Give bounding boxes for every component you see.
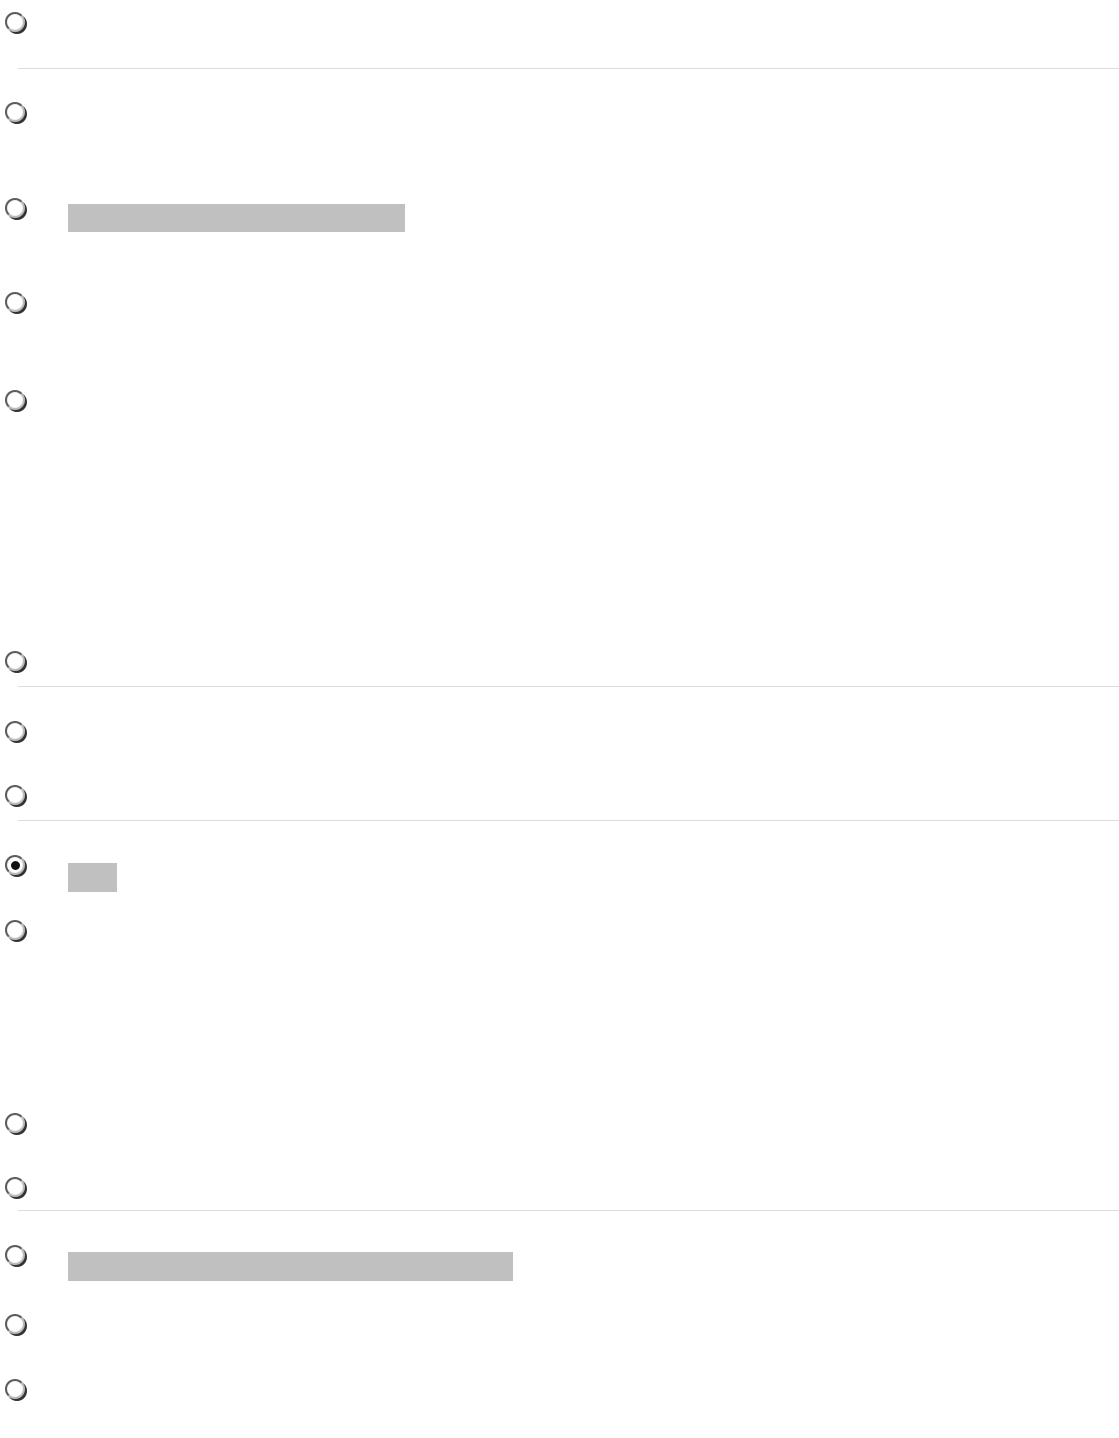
radio-unchecked-icon[interactable]: [5, 1245, 25, 1265]
redacted-text-block: [68, 204, 405, 232]
horizontal-divider: [18, 820, 1119, 821]
radio-unchecked-icon[interactable]: [5, 12, 25, 32]
horizontal-divider: [18, 686, 1119, 687]
radio-unchecked-icon[interactable]: [5, 1314, 25, 1334]
radio-unchecked-icon[interactable]: [5, 651, 25, 671]
radio-unchecked-icon[interactable]: [5, 1177, 25, 1197]
radio-unchecked-icon[interactable]: [5, 102, 25, 122]
radio-unchecked-icon[interactable]: [5, 198, 25, 218]
radio-unchecked-icon[interactable]: [5, 785, 25, 805]
radio-unchecked-icon[interactable]: [5, 390, 25, 410]
radio-unchecked-icon[interactable]: [5, 721, 25, 741]
redacted-text-block: [68, 863, 117, 892]
horizontal-divider: [18, 1210, 1119, 1211]
radio-unchecked-icon[interactable]: [5, 1113, 25, 1133]
radio-unchecked-icon[interactable]: [5, 1379, 25, 1399]
radio-unchecked-icon[interactable]: [5, 292, 25, 312]
radio-checked-icon[interactable]: [5, 855, 25, 875]
horizontal-divider: [18, 68, 1119, 69]
redacted-text-block: [68, 1252, 513, 1281]
radio-unchecked-icon[interactable]: [5, 920, 25, 940]
